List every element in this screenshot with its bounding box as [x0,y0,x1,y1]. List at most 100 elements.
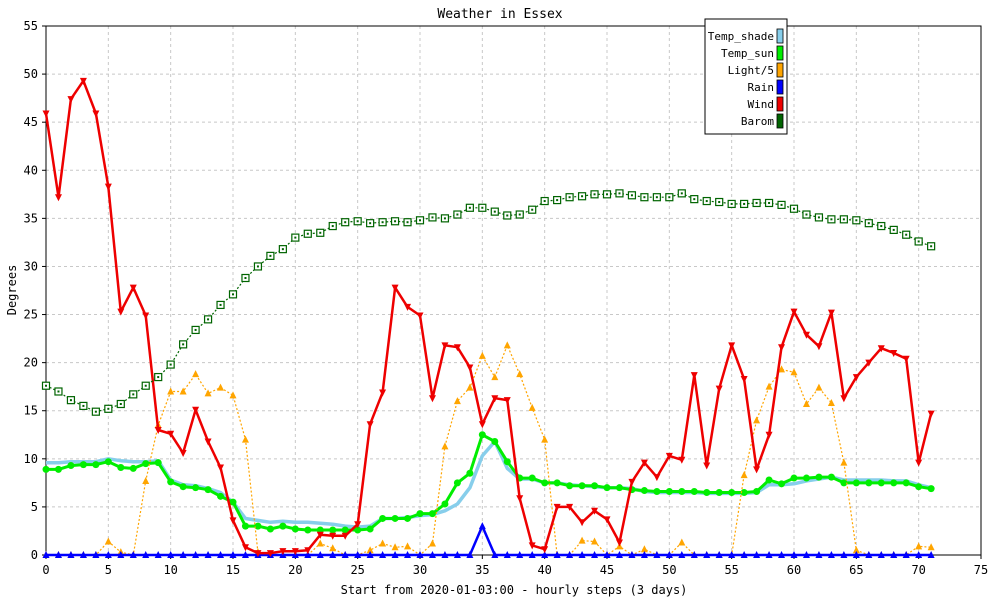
data-point-wind [553,503,561,511]
data-point-temp-sun [129,464,137,472]
data-point-wind [615,539,623,547]
x-tick-label: 0 [42,563,49,577]
data-point-light-5 [840,458,848,466]
legend-box [704,18,788,135]
data-point-light-5 [142,476,150,484]
data-point-wind [578,519,586,527]
data-point-temp-sun [753,488,761,496]
legend-label-temp-shade: Temp_shade [708,30,774,43]
data-point-wind [715,385,723,393]
data-point-wind [802,331,810,339]
data-point-light-5 [640,545,648,553]
x-tick-label: 60 [787,563,801,577]
data-point-rain [478,522,486,530]
data-point-barom-center [82,404,85,407]
data-point-barom-center [730,202,733,205]
data-point-wind [279,548,287,556]
data-point-wind [117,308,125,316]
data-point-wind [541,546,549,554]
data-point-wind [428,395,436,403]
data-point-rain [79,551,87,558]
y-tick-label: 35 [24,211,38,225]
data-point-barom-center [892,228,895,231]
data-point-barom-center [780,203,783,206]
data-point-barom-center [668,196,671,199]
data-point-light-5 [815,383,823,391]
data-point-barom-center [45,384,47,387]
data-point-barom-center [917,240,920,243]
data-point-rain [404,551,412,558]
data-point-wind [753,466,761,474]
data-point-wind [179,450,187,458]
data-point-temp-sun [491,438,499,446]
data-point-rain [354,551,362,558]
data-point-wind [765,431,773,439]
data-point-rain [591,551,599,558]
data-point-barom-center [643,196,646,199]
data-point-barom-center [718,201,721,204]
data-point-temp-sun [354,526,362,534]
data-point-barom-center [269,254,272,257]
data-point-temp-sun [478,431,486,439]
data-point-light-5 [852,546,860,554]
chart-title: Weather in Essex [437,7,562,22]
data-point-temp-sun [142,460,150,468]
data-point-temp-sun [416,510,424,518]
data-point-light-5 [778,365,786,373]
data-point-wind [291,548,299,556]
data-point-temp-sun [266,525,274,533]
y-tick-label: 40 [24,163,38,177]
data-point-temp-sun [615,484,623,492]
data-point-temp-sun [715,488,723,496]
data-point-wind [840,395,848,403]
data-point-rain [142,551,150,558]
x-tick-label: 10 [163,563,177,577]
data-point-rain [852,551,860,558]
data-point-barom-center [119,402,122,405]
data-point-wind [67,96,75,104]
data-point-barom-center [144,384,147,387]
legend-label-barom: Barom [741,115,774,128]
data-point-rain [640,551,648,558]
data-point-temp-sun [54,465,62,473]
data-point-barom-center [406,221,409,224]
data-point-wind [366,421,374,429]
y-tick-label: 10 [24,452,38,466]
y-tick-label: 0 [31,548,38,562]
data-point-barom-center [506,214,509,217]
data-point-rain [840,551,848,558]
data-point-temp-sun [566,482,574,490]
data-point-rain [466,551,474,558]
data-point-barom-center [132,393,135,396]
data-point-wind [703,462,711,470]
data-point-temp-sun [341,526,349,534]
data-point-light-5 [753,416,761,424]
data-point-rain [241,551,249,558]
data-point-wind [503,397,511,405]
data-point-wind [628,478,636,486]
y-axis-label: Degrees [5,265,19,316]
data-point-rain [167,551,175,558]
data-point-light-5 [217,383,225,391]
data-point-wind [104,183,112,191]
data-point-barom-center [456,213,459,216]
data-point-wind [877,345,885,353]
data-point-temp-sun [179,483,187,491]
data-point-wind [665,452,673,460]
data-point-rain [715,551,723,558]
legend-label-rain: Rain [748,81,775,94]
data-point-rain [441,551,449,558]
data-point-temp-sun [603,484,611,492]
data-point-barom-center [194,328,197,331]
data-point-wind [391,284,399,292]
data-point-temp-sun [703,488,711,496]
data-point-temp-sun [316,526,324,534]
data-point-wind [927,410,935,418]
data-point-barom-center [182,343,185,346]
data-point-light-5 [466,383,474,391]
data-point-rain [379,551,387,558]
data-point-temp-sun [167,478,175,486]
data-point-barom-center [493,210,496,213]
data-point-barom-center [930,245,933,248]
data-point-wind [690,372,698,380]
